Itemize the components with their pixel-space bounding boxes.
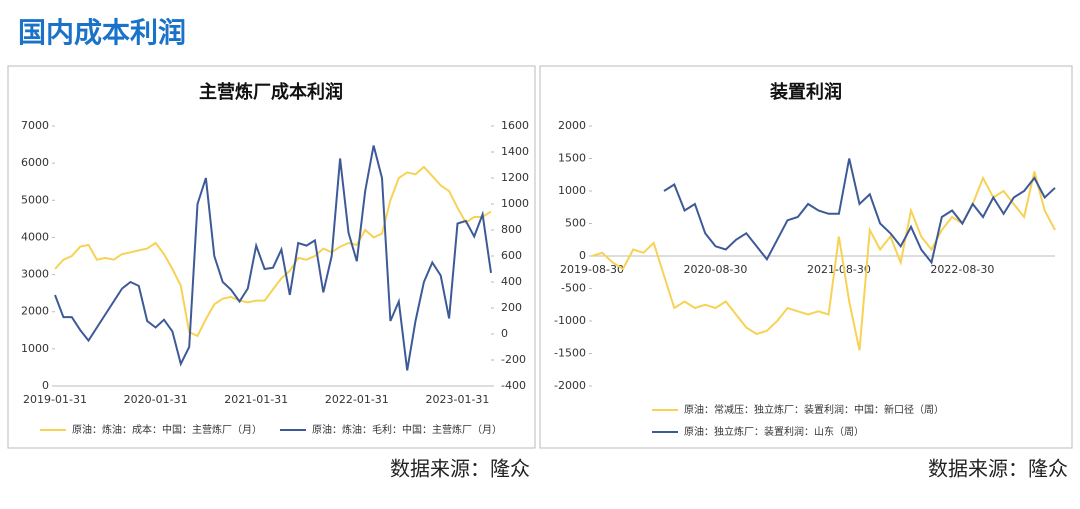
- y-tick-label: 1000: [558, 184, 586, 197]
- series-line: [591, 171, 1056, 351]
- y2-tick-label: 1200: [501, 171, 529, 184]
- x-tick-label: 2019-08-30: [560, 263, 624, 276]
- x-tick-label: 2019-01-31: [23, 393, 87, 406]
- y-tick-label: -1500: [554, 347, 586, 360]
- x-tick-label: 2022-08-30: [930, 263, 994, 276]
- legend-label: 原油：炼油：毛利：中国：主营炼厂（月）: [312, 423, 502, 436]
- legend-label: 原油：常减压：独立炼厂：装置利润：中国：新口径（周）: [684, 403, 944, 416]
- y-tick-label: -2000: [554, 379, 586, 392]
- y2-tick-label: 0: [501, 327, 508, 340]
- y-tick-label: 5000: [21, 193, 49, 206]
- source: 数据来源：隆众: [928, 457, 1068, 481]
- page-title: 国内成本利润: [18, 16, 186, 49]
- y-tick-label: -1000: [554, 314, 586, 327]
- y-tick-label: 2000: [21, 305, 49, 318]
- y2-tick-label: -400: [501, 379, 526, 392]
- x-tick-label: 2021-01-31: [224, 393, 288, 406]
- series-line: [663, 158, 1056, 265]
- panel: [539, 65, 1073, 449]
- y-tick-label: -500: [561, 282, 586, 295]
- chart-title: 装置利润: [770, 81, 842, 103]
- x-tick-label: 2020-01-31: [124, 393, 188, 406]
- y-tick-label: 4000: [21, 230, 49, 243]
- y-tick-label: 0: [42, 379, 49, 392]
- legend-label: 原油：独立炼厂：装置利润：山东（周）: [684, 425, 864, 438]
- y2-tick-label: -200: [501, 353, 526, 366]
- series-line: [54, 165, 492, 338]
- y2-tick-label: 400: [501, 275, 522, 288]
- y-tick-label: 2000: [558, 119, 586, 132]
- legend-label: 原油：炼油：成本：中国：主营炼厂（月）: [72, 423, 262, 436]
- x-tick-label: 2023-01-31: [425, 393, 489, 406]
- y-tick-label: 3000: [21, 268, 49, 281]
- y-tick-label: 1000: [21, 342, 49, 355]
- y2-tick-label: 800: [501, 223, 522, 236]
- y2-tick-label: 1400: [501, 145, 529, 158]
- y-tick-label: 6000: [21, 156, 49, 169]
- chart-title: 主营炼厂成本利润: [199, 81, 343, 103]
- x-tick-label: 2021-08-30: [807, 263, 871, 276]
- y2-tick-label: 1000: [501, 197, 529, 210]
- y2-tick-label: 600: [501, 249, 522, 262]
- y2-tick-label: 200: [501, 301, 522, 314]
- y-tick-label: 1500: [558, 152, 586, 165]
- x-tick-label: 2022-01-31: [325, 393, 389, 406]
- panel: [7, 65, 536, 449]
- y-tick-label: 0: [579, 249, 586, 262]
- y-tick-label: 500: [565, 217, 586, 230]
- source: 数据来源：隆众: [390, 457, 530, 481]
- series-line: [54, 145, 492, 371]
- y-tick-label: 7000: [21, 119, 49, 132]
- x-tick-label: 2020-08-30: [683, 263, 747, 276]
- y2-tick-label: 1600: [501, 119, 529, 132]
